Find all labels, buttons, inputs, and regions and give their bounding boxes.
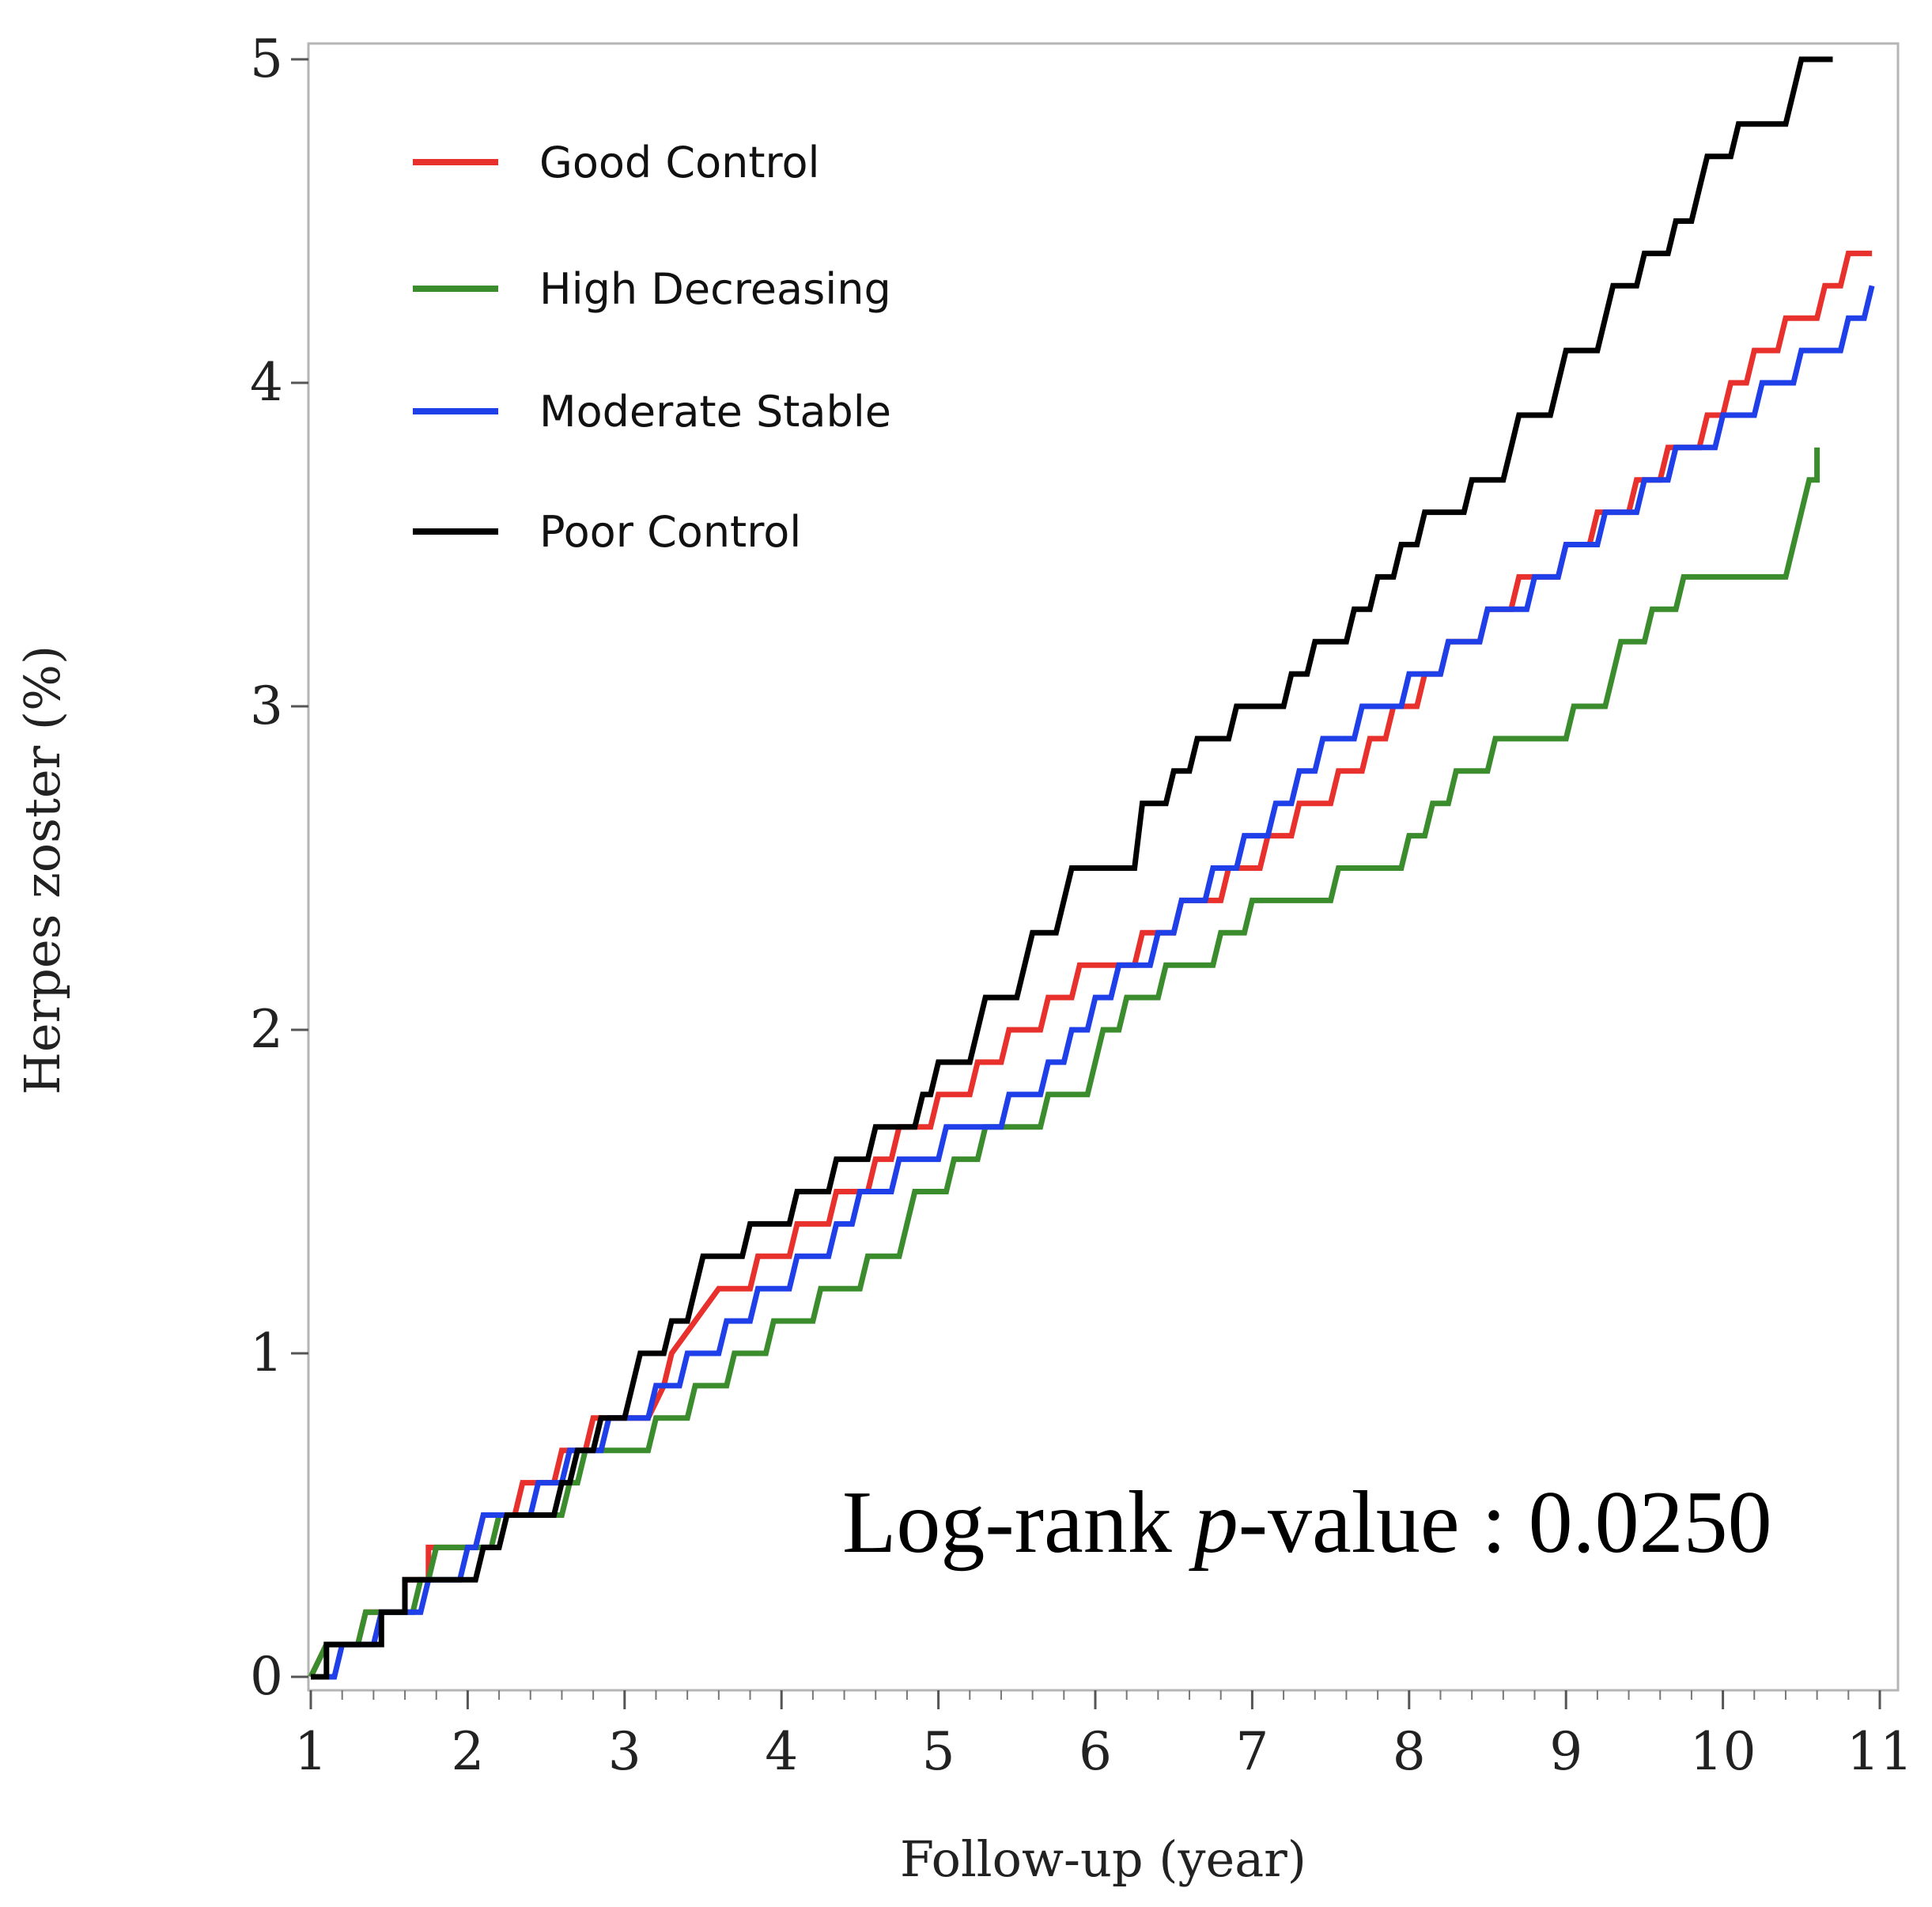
series-line-poor-control	[311, 56, 1833, 1680]
x-tick-label: 4	[765, 1721, 798, 1782]
legend-label-good-control: Good Control	[539, 138, 820, 187]
annotation-suffix: -value : 0.0250	[1238, 1474, 1772, 1572]
annotation-prefix: Log-rank	[842, 1474, 1194, 1572]
log-rank-annotation: Log-rank p-value : 0.0250	[842, 1474, 1772, 1572]
x-tick-label: 6	[1079, 1721, 1112, 1782]
legend: Good Control High Decreasing Moderate Stab…	[413, 138, 891, 557]
x-tick-label: 10	[1690, 1721, 1756, 1782]
x-tick-label: 3	[608, 1721, 641, 1782]
series-group	[308, 56, 1875, 1680]
x-tick-label: 1	[294, 1721, 327, 1782]
x-tick-label: 11	[1847, 1721, 1913, 1782]
y-tick-label: 1	[250, 1322, 283, 1383]
x-tick-label: 2	[451, 1721, 484, 1782]
legend-label-high-decreasing: High Decreasing	[539, 264, 891, 314]
x-tick-label: 9	[1549, 1721, 1582, 1782]
legend-label-poor-control: Poor Control	[539, 507, 801, 557]
y-tick-label: 4	[250, 352, 283, 413]
x-tick-label: 8	[1393, 1721, 1426, 1782]
annotation-italic: p	[1189, 1474, 1238, 1572]
legend-label-moderate-stable: Moderate Stable	[539, 387, 891, 437]
y-tick-label: 0	[250, 1646, 283, 1707]
series-line-high-decreasing	[308, 447, 1820, 1678]
y-tick-label: 2	[250, 999, 283, 1060]
x-tick-label: 7	[1235, 1721, 1268, 1782]
y-tick-label: 3	[250, 675, 283, 736]
plot-frame	[307, 42, 1900, 1692]
y-tick-label: 5	[250, 28, 283, 89]
y-axis-title: Herpes zoster (%)	[13, 645, 71, 1095]
x-tick-label: 5	[922, 1721, 955, 1782]
x-axis-title: Follow-up (year)	[900, 1830, 1306, 1888]
